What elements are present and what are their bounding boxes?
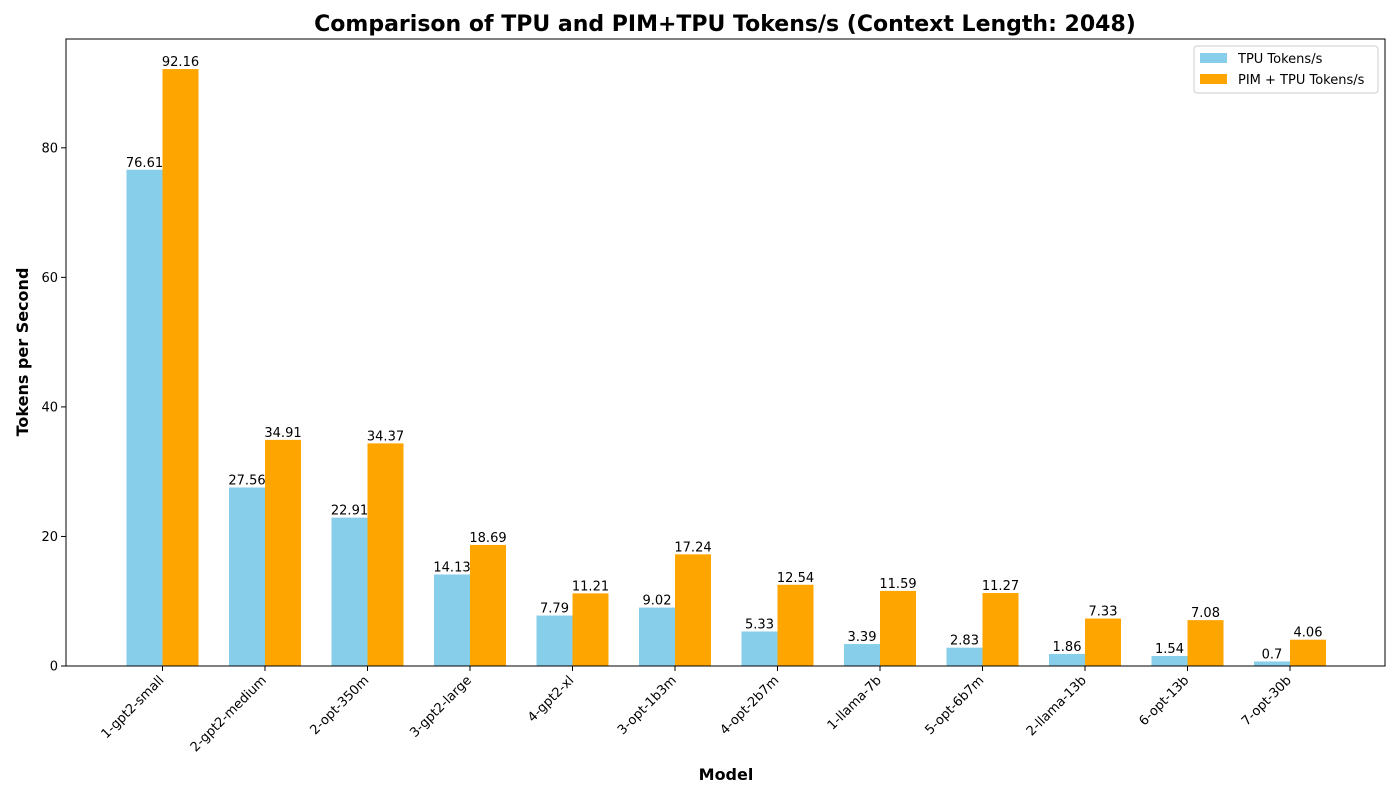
bar-pim-tpu-5-opt-6b7m	[982, 593, 1019, 666]
plot-area: 76.61 27.56 22.91 14.13 7.79 9.02 5.33 3.39 2.83…	[41, 38, 1386, 755]
bar-tpu-5-opt-6b7m	[946, 647, 983, 666]
legend-label-tpu: TPU Tokens/s	[1237, 52, 1323, 67]
legend-swatch-tpu	[1200, 53, 1227, 63]
x-axis-label: Model	[699, 765, 754, 784]
legend-label-pim-tpu: PIM + TPU Tokens/s	[1238, 73, 1365, 88]
bar-tpu-3-gpt2-large	[434, 574, 470, 666]
bar-tpu-7-opt-30b	[1254, 661, 1290, 666]
bar-pim-tpu-4-opt-2b7m	[777, 584, 814, 666]
bar-pim-tpu-2-llama-13b	[1085, 618, 1121, 666]
data-label-pim-tpu-4-gpt2-xl: 11.21	[572, 579, 609, 594]
bar-pim-tpu-1-gpt2-small	[162, 69, 199, 666]
bar-tpu-6-opt-13b	[1151, 656, 1188, 666]
data-label-tpu-2-opt-350m: 22.91	[331, 504, 368, 519]
data-label-tpu-2-llama-13b: 1.86	[1053, 640, 1082, 655]
x-tick-label: 7-opt-30b	[1239, 673, 1295, 729]
y-axis-label: Tokens per Second	[13, 268, 32, 437]
bar-tpu-2-opt-350m	[331, 517, 368, 666]
bar-tpu-2-gpt2-medium	[229, 487, 265, 666]
x-tick-label: 1-llama-7b	[825, 673, 885, 733]
x-tick-label: 1-gpt2-small	[99, 673, 168, 742]
data-label-pim-tpu-7-opt-30b: 4.06	[1294, 626, 1323, 641]
data-label-tpu-1-llama-7b: 3.39	[848, 630, 877, 645]
x-tick-label: 2-opt-350m	[307, 673, 372, 738]
y-tick-label: 40	[41, 400, 58, 415]
legend: TPU Tokens/s PIM + TPU Tokens/s	[1193, 45, 1379, 94]
bar-pim-tpu-3-gpt2-large	[470, 544, 506, 666]
x-tick-label: 4-opt-2b7m	[718, 673, 783, 738]
data-label-pim-tpu-6-opt-13b: 7.08	[1191, 606, 1220, 621]
bar-tpu-1-llama-7b	[844, 644, 880, 666]
legend-frame	[1193, 45, 1379, 94]
bar-pim-tpu-4-gpt2-xl	[572, 593, 609, 666]
data-label-tpu-5-opt-6b7m: 2.83	[950, 634, 979, 649]
x-tick-label: 4-gpt2-xl	[525, 673, 577, 725]
chart-title: Comparison of TPU and PIM+TPU Tokens/s (…	[314, 12, 1136, 37]
y-tick-label: 60	[41, 271, 58, 286]
bar-tpu-1-gpt2-small	[126, 169, 163, 667]
bar-pim-tpu-7-opt-30b	[1290, 639, 1326, 666]
legend-swatch-pim-tpu	[1200, 74, 1227, 84]
bar-tpu-3-opt-1b3m	[639, 607, 675, 666]
x-tick-label: 3-opt-1b3m	[615, 673, 680, 738]
bar-tpu-4-gpt2-xl	[536, 615, 573, 666]
data-label-pim-tpu-2-gpt2-medium: 34.91	[264, 426, 301, 441]
data-label-pim-tpu-1-gpt2-small: 92.16	[162, 55, 199, 70]
x-tick-label: 2-llama-13b	[1024, 673, 1090, 739]
bar-tpu-2-llama-13b	[1049, 653, 1085, 666]
data-label-tpu-4-opt-2b7m: 5.33	[745, 617, 774, 632]
data-label-pim-tpu-4-opt-2b7m: 12.54	[777, 571, 814, 586]
x-tick-label: 5-opt-6b7m	[923, 673, 988, 738]
data-label-tpu-3-gpt2-large: 14.13	[433, 560, 470, 575]
data-label-pim-tpu-3-opt-1b3m: 17.24	[674, 540, 711, 555]
bar-pim-tpu-1-llama-7b	[880, 590, 916, 666]
x-tick-label: 6-opt-13b	[1136, 673, 1192, 729]
data-label-pim-tpu-2-llama-13b: 7.33	[1089, 605, 1118, 620]
data-label-tpu-6-opt-13b: 1.54	[1155, 642, 1184, 657]
data-label-tpu-4-gpt2-xl: 7.79	[540, 602, 569, 617]
data-label-tpu-3-opt-1b3m: 9.02	[643, 594, 672, 609]
y-axis: 0 20 40 60 80	[41, 141, 66, 675]
bar-tpu-4-opt-2b7m	[741, 631, 778, 666]
plot-frame	[65, 38, 1386, 667]
y-tick-label: 80	[41, 141, 58, 156]
x-tick-label: 3-gpt2-large	[407, 673, 475, 741]
data-label-pim-tpu-5-opt-6b7m: 11.27	[982, 579, 1019, 594]
data-label-pim-tpu-3-gpt2-large: 18.69	[469, 531, 506, 546]
x-axis: 1-gpt2-small 2-gpt2-medium 2-opt-350m 3-gpt…	[99, 666, 1295, 755]
y-tick-label: 0	[50, 660, 58, 675]
bars-layer	[126, 69, 1326, 667]
data-label-tpu-7-opt-30b: 0.7	[1262, 647, 1283, 662]
data-labels-layer: 76.61 27.56 22.91 14.13 7.79 9.02 5.33 3.39 2.83…	[126, 55, 1323, 662]
data-label-tpu-1-gpt2-small: 76.61	[126, 156, 163, 171]
bar-pim-tpu-2-gpt2-medium	[265, 439, 301, 666]
y-tick-label: 20	[41, 530, 58, 545]
x-tick-label: 2-gpt2-medium	[188, 673, 270, 755]
bar-pim-tpu-2-opt-350m	[367, 443, 404, 666]
bar-pim-tpu-3-opt-1b3m	[675, 554, 711, 666]
bar-pim-tpu-6-opt-13b	[1187, 620, 1224, 666]
data-label-pim-tpu-1-llama-7b: 11.59	[879, 577, 916, 592]
data-label-tpu-2-gpt2-medium: 27.56	[228, 473, 265, 488]
data-label-pim-tpu-2-opt-350m: 34.37	[367, 429, 404, 444]
